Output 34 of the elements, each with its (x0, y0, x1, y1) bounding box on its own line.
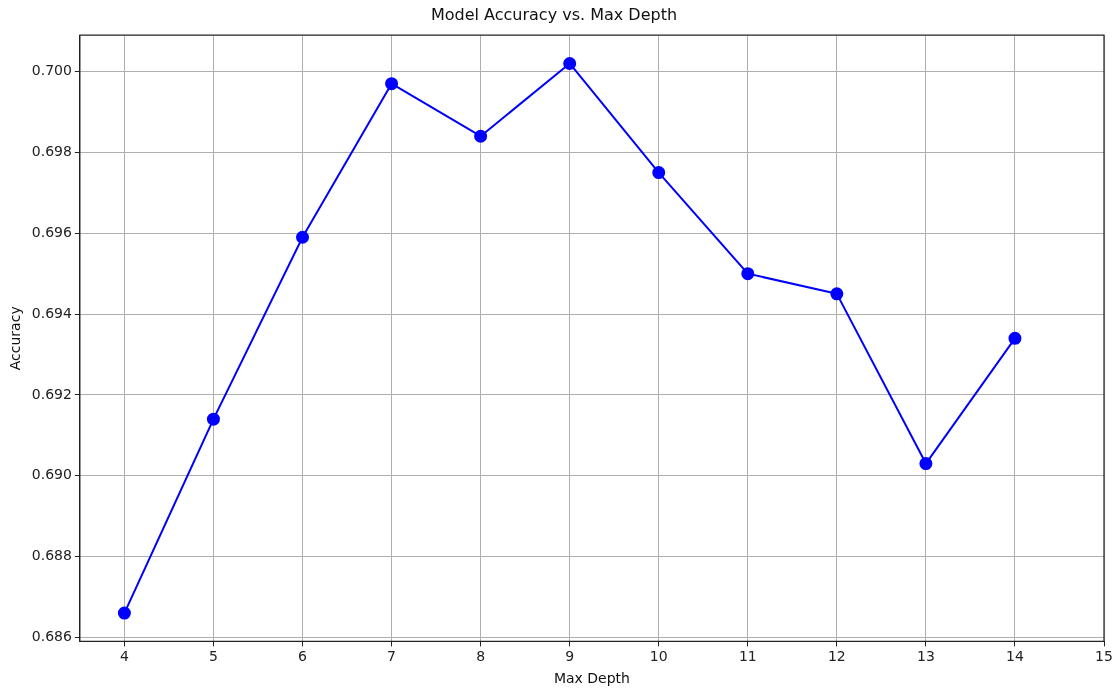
point (563, 56, 577, 70)
x-tick-label: 8 (476, 648, 486, 665)
y-tick-label: 0.690 (31, 466, 72, 483)
x-axis-title: Max Depth (553, 670, 630, 687)
point (296, 230, 310, 244)
x-tick-label: 5 (209, 648, 218, 665)
chart-title: Model Accuracy vs. Max Depth (430, 4, 678, 24)
y-tick-label: 0.692 (31, 385, 72, 402)
y-axis-title: Accuracy (7, 306, 24, 371)
x-tick-label: 10 (649, 648, 668, 665)
x-tick-label: 6 (298, 648, 308, 665)
y-tick-label: 0.696 (31, 223, 72, 240)
x-tick-label: 15 (1095, 648, 1113, 665)
point (652, 166, 666, 180)
point (830, 287, 844, 301)
x-tick-label: 7 (387, 648, 397, 665)
x-tick-label: 14 (1006, 648, 1024, 665)
point (474, 129, 488, 143)
x-tick-label: 12 (827, 648, 846, 665)
point (741, 267, 755, 281)
point (1008, 331, 1022, 345)
point (919, 457, 933, 471)
point (206, 412, 220, 426)
y-tick-label: 0.700 (31, 62, 72, 79)
x-tick-label: 13 (916, 648, 935, 665)
y-tick-label: 0.686 (31, 628, 72, 644)
y-tick-label: 0.698 (31, 143, 72, 160)
x-tick-label: 9 (565, 648, 575, 665)
point (385, 77, 399, 91)
y-tick-label: 0.688 (31, 547, 72, 564)
point (117, 606, 131, 620)
x-tick-label: 11 (738, 648, 757, 665)
x-tick-label: 4 (119, 648, 129, 665)
y-tick-label: 0.694 (31, 304, 72, 321)
